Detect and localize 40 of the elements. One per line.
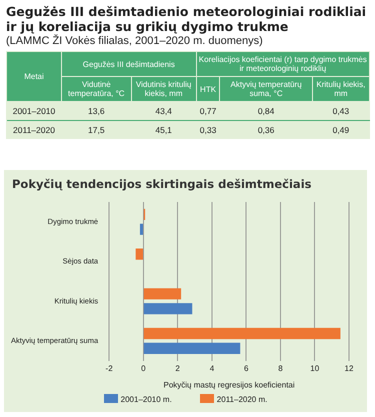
text: 13,6: [62, 102, 132, 120]
legend-label: 2011–2020 m.: [216, 395, 268, 404]
x-axis-title: Pokyčių mastų regresijos koeficientai: [163, 380, 295, 390]
bar: [144, 328, 340, 340]
bar: [144, 303, 192, 314]
text: 2011–2020: [12, 124, 56, 137]
text: (LAMMC ŽI Vokės filialas, 2001–2020 m. duomenys): [6, 34, 264, 48]
text: Gegužės III dešimtadienis: [62, 52, 196, 76]
bar: [144, 288, 182, 300]
text: Gegužės III dešimtadienio meteorologiniai rodikliai ir jų koreliacija su grikių dygimo trukme: [6, 4, 368, 34]
bar: [144, 342, 240, 354]
text: 0,43: [312, 102, 370, 120]
chart-title: Pokyčių tendencijos skirtingais dešimtmečiais: [12, 177, 312, 191]
text: Aktyvių temperatūrų suma, °C: [220, 76, 312, 102]
text: 43,4: [131, 102, 196, 120]
text: HTK: [196, 76, 220, 102]
text: 0,77: [196, 102, 220, 120]
text: Kritulių kiekis, mm: [312, 76, 370, 102]
text: Vidutinis kritulių kiekis, mm: [131, 76, 196, 102]
bar: [140, 224, 143, 235]
text: 45,1: [154, 124, 173, 137]
text: 0,36: [256, 124, 276, 137]
x-tick-label: 10: [310, 364, 320, 373]
x-tick-label: 4: [210, 364, 215, 373]
text: 0,33: [198, 124, 218, 137]
legend-label: 2001–2010 m.: [120, 395, 172, 404]
x-tick-label: 2: [175, 364, 180, 373]
text: Koreliacijos koeficientai (r) tarp dygimo trukmės ir meteorologinių rodiklių: [196, 52, 370, 76]
x-tick-label: 6: [244, 364, 249, 373]
text: Vidutinė temperatūra, °C: [62, 76, 132, 102]
x-tick-label: 8: [278, 364, 284, 373]
text: Metai: [6, 52, 62, 102]
x-tick-label: 12: [344, 364, 354, 373]
bar: [136, 248, 143, 260]
x-tick-label: -2: [106, 364, 114, 373]
text: 17,5: [87, 124, 106, 137]
x-tick-label: 0: [141, 364, 146, 373]
text: 0,49: [332, 124, 350, 137]
text: 0,84: [220, 102, 312, 120]
text: 2001–2010: [6, 102, 62, 120]
